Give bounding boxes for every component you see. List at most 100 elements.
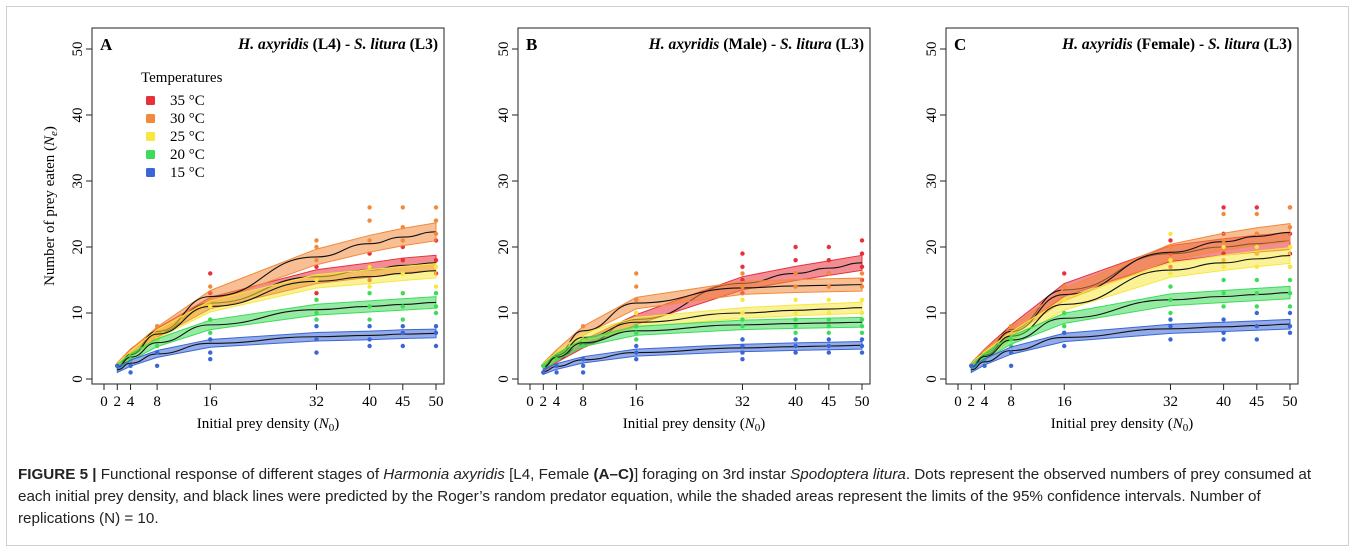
data-point: [826, 258, 831, 263]
data-point: [400, 238, 405, 243]
y-tick-label: 30: [496, 174, 512, 189]
panel-a-title: H. axyridis (L4) - S. litura (L3): [237, 36, 438, 53]
data-point: [793, 271, 798, 276]
data-point: [1008, 363, 1014, 368]
x-tick-label: 50: [1283, 394, 1298, 410]
data-point: [400, 258, 405, 263]
legend-label: 20 °C: [170, 147, 205, 163]
y-tick-label: 20: [70, 240, 86, 255]
data-point: [1254, 231, 1260, 236]
data-point: [400, 205, 405, 210]
data-point: [740, 310, 745, 316]
data-point: [1221, 238, 1226, 243]
caption-label: FIGURE 5 |: [18, 466, 97, 483]
data-point: [740, 337, 745, 342]
data-point: [793, 310, 798, 316]
x-tick-label: 2: [114, 394, 122, 410]
data-point: [1221, 291, 1226, 296]
data-point: [634, 297, 639, 302]
data-point: [208, 284, 213, 289]
data-point: [433, 310, 439, 316]
data-point: [314, 310, 319, 316]
data-point: [1287, 330, 1293, 335]
data-point: [1287, 264, 1293, 269]
data-point: [128, 363, 133, 368]
panel-a: A H. axyridis (L4) - S. litura (L3) 0 10 2…: [42, 27, 445, 434]
data-point: [367, 343, 372, 349]
data-point: [400, 324, 405, 329]
data-point: [433, 264, 439, 269]
data-point: [826, 310, 831, 316]
data-point: [740, 297, 745, 302]
data-point: [433, 291, 439, 296]
data-point: [969, 363, 974, 368]
caption-prey: Spodoptera litura: [790, 466, 906, 483]
data-point: [634, 271, 639, 276]
data-point: [314, 350, 319, 355]
data-point: [554, 357, 559, 362]
data-point: [826, 317, 831, 322]
data-point: [580, 324, 586, 329]
panel-a-y-axis: 0 10 20 30 40 50: [70, 42, 92, 383]
data-point: [1062, 297, 1067, 302]
data-point: [433, 218, 439, 223]
data-point: [826, 343, 831, 349]
data-point: [1168, 317, 1173, 322]
data-point: [859, 343, 865, 349]
data-point: [1254, 264, 1260, 269]
data-point: [367, 284, 372, 289]
data-point: [634, 337, 639, 342]
fit-line: [971, 291, 1291, 368]
data-point: [1221, 317, 1226, 322]
legend-label: 35 °C: [170, 93, 205, 109]
data-point: [1168, 324, 1173, 329]
data-point: [826, 244, 831, 250]
data-point: [208, 304, 213, 309]
data-point: [793, 330, 798, 335]
panel-b-x-axis: 0 2 4 8 16 32 40 45 50: [526, 384, 870, 410]
y-tick-label: 20: [924, 240, 940, 255]
data-point: [367, 317, 372, 322]
data-point: [1062, 324, 1067, 329]
panel-c-y-axis: 0 10 20 30 40 50: [924, 42, 946, 383]
data-point: [208, 330, 213, 335]
x-tick-label: 0: [954, 394, 962, 410]
x-tick-label: 40: [788, 394, 803, 410]
data-point: [433, 205, 439, 210]
confidence-band: [542, 341, 863, 376]
figure-panels: A H. axyridis (L4) - S. litura (L3) 0 10 2…: [42, 27, 1299, 434]
confidence-band: [116, 328, 437, 374]
data-point: [1168, 297, 1173, 302]
data-point: [859, 310, 865, 316]
panel-a-ylabel: Number of prey eaten (Ne): [42, 126, 60, 286]
data-point: [1168, 310, 1173, 316]
panel-b-xlabel: Initial prey density (N0): [623, 416, 766, 434]
data-point: [367, 304, 372, 309]
data-point: [1221, 211, 1226, 217]
y-tick-label: 50: [924, 42, 940, 57]
data-point: [433, 304, 439, 309]
data-point: [826, 350, 831, 355]
legend-swatch: [146, 150, 155, 159]
data-point: [859, 297, 865, 302]
data-point: [859, 251, 865, 256]
data-point: [400, 271, 405, 276]
data-point: [859, 337, 865, 342]
data-point: [314, 264, 319, 269]
data-point: [433, 258, 439, 263]
data-point: [433, 324, 439, 329]
data-point: [826, 297, 831, 302]
data-point: [208, 350, 213, 355]
y-tick-label: 50: [496, 42, 512, 57]
data-point: [740, 317, 745, 322]
data-point: [128, 370, 133, 375]
panel-a-xlabel: Initial prey density (N0): [197, 416, 340, 434]
data-point: [115, 363, 120, 368]
y-tick-label: 30: [70, 174, 86, 189]
data-point: [740, 324, 745, 329]
data-point: [154, 343, 160, 349]
caption-panels-ref: (A–C): [593, 466, 634, 483]
data-point: [1062, 330, 1067, 335]
data-point: [1287, 310, 1293, 316]
data-point: [740, 357, 745, 362]
